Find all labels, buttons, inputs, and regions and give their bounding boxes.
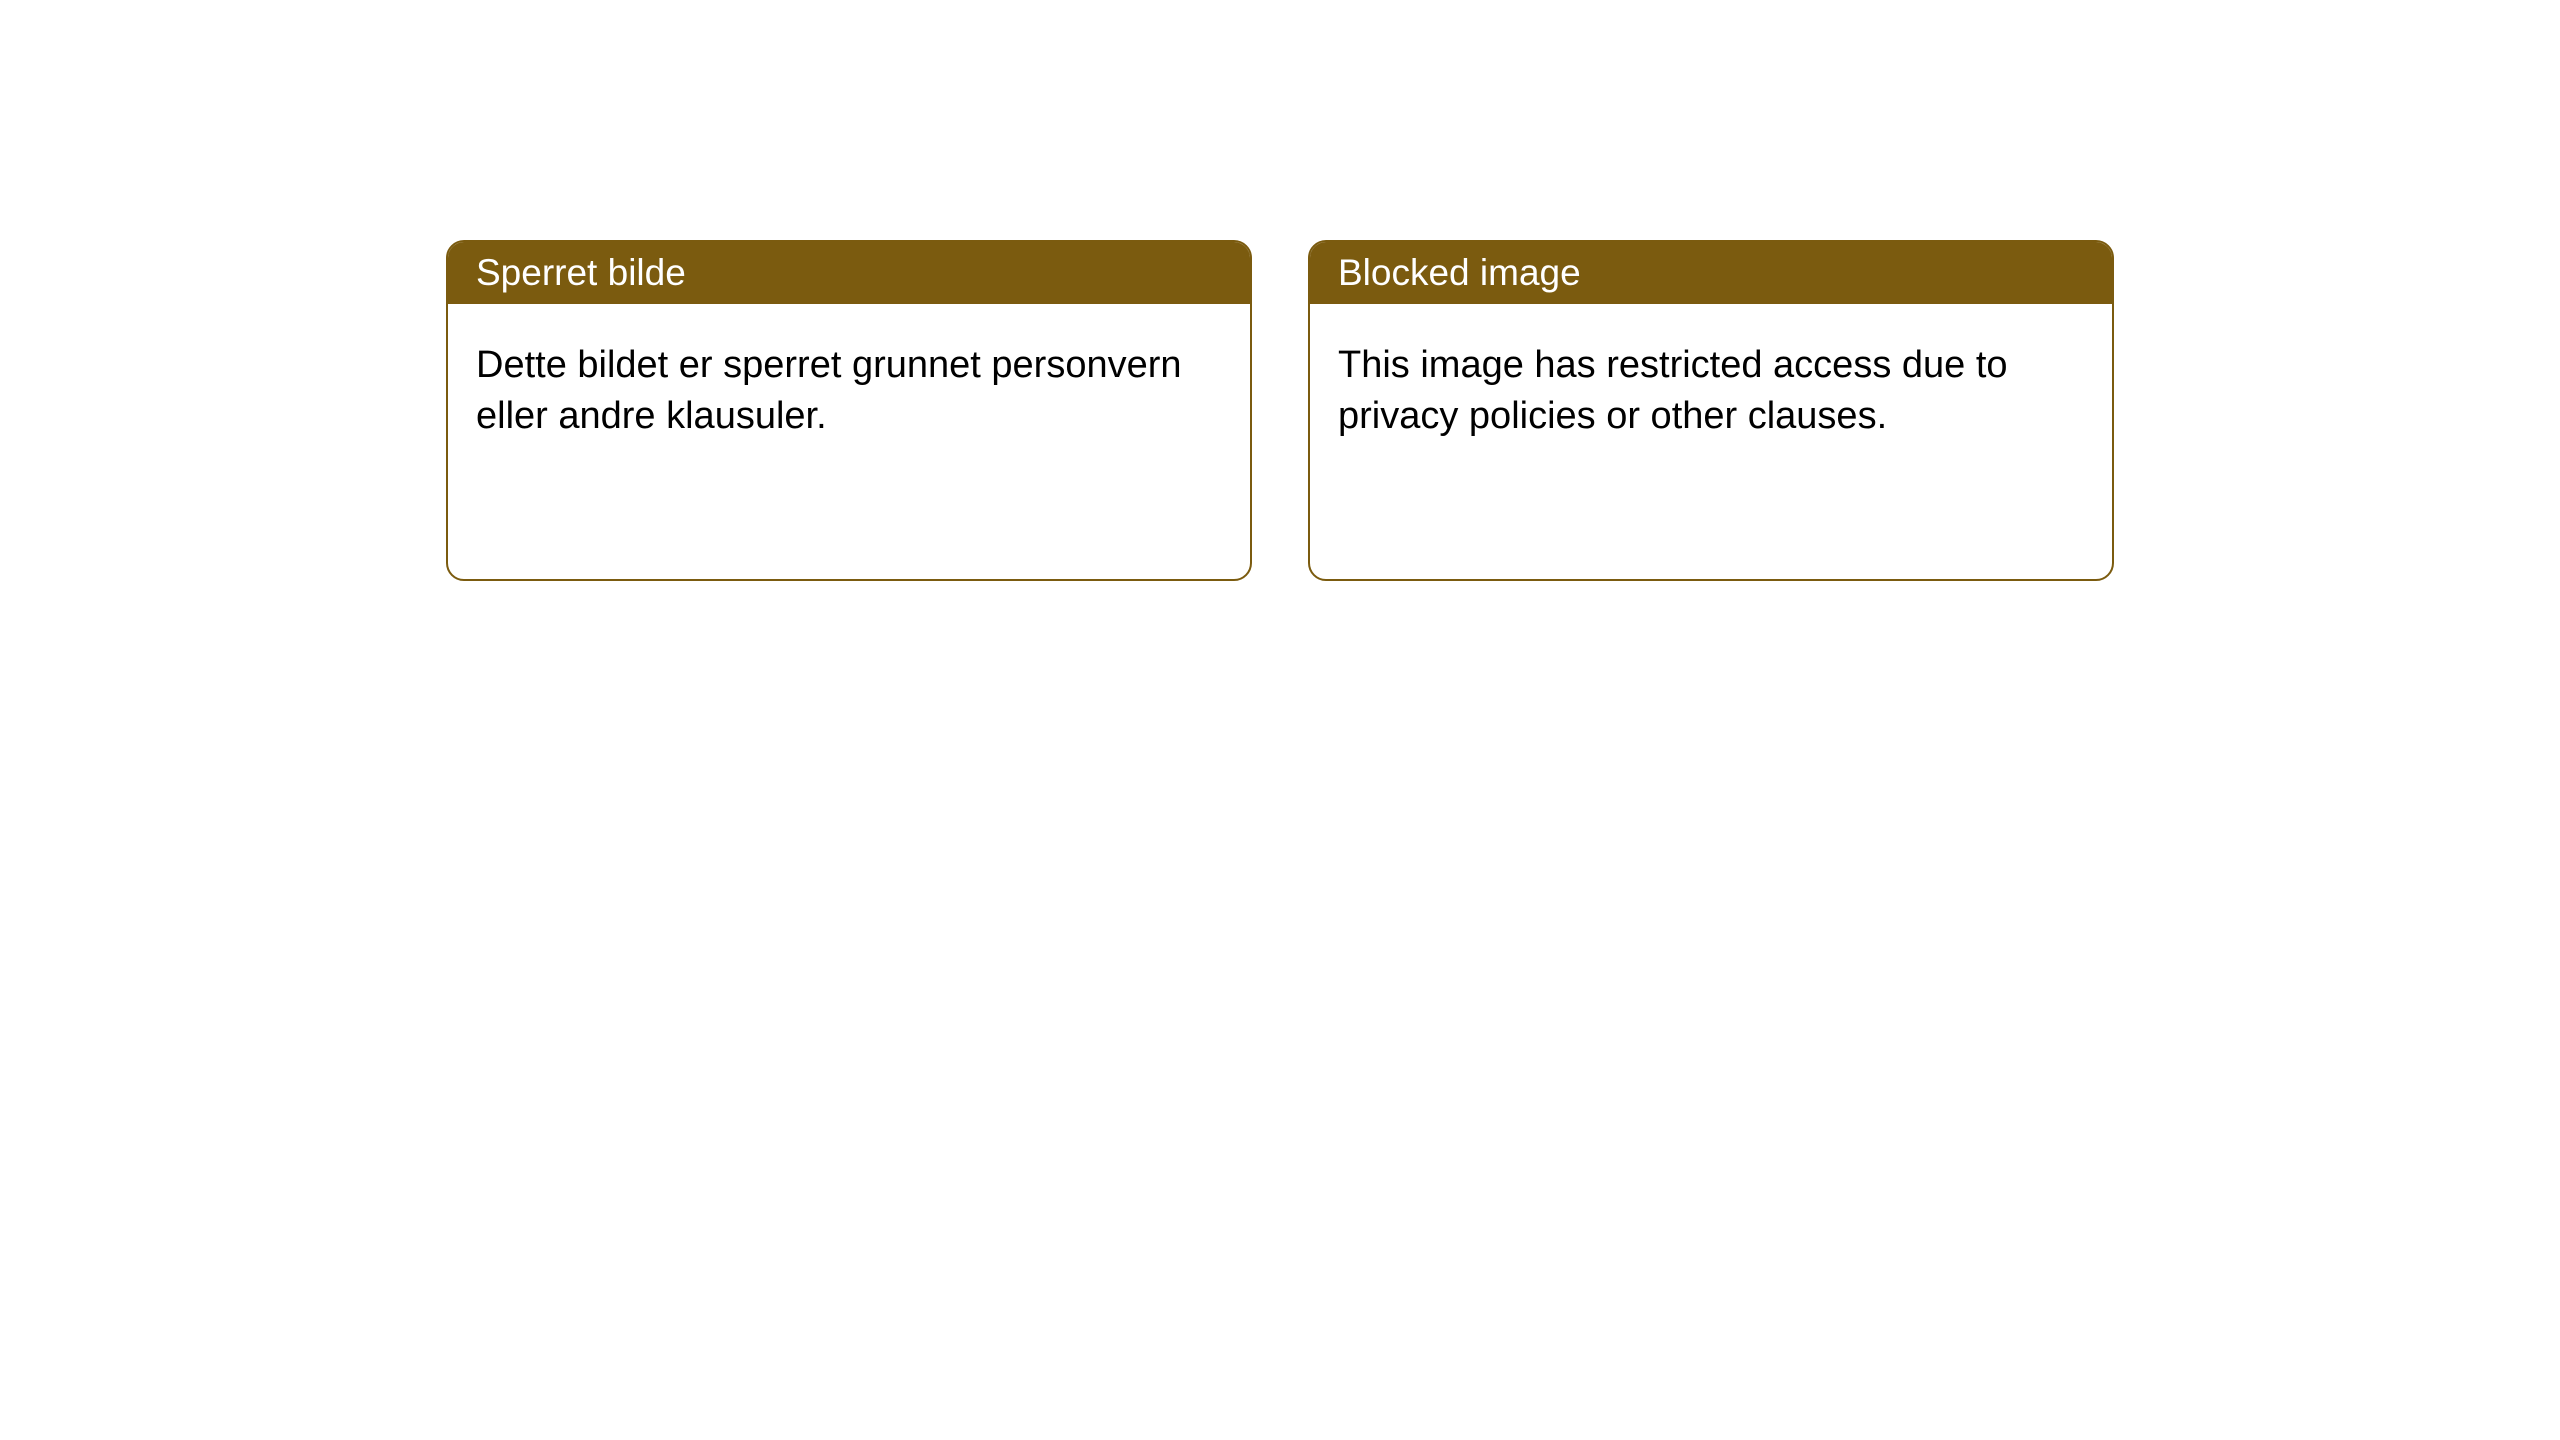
notice-header-en: Blocked image bbox=[1310, 242, 2112, 304]
notice-container: Sperret bilde Dette bildet er sperret gr… bbox=[446, 240, 2114, 581]
notice-card-en: Blocked image This image has restricted … bbox=[1308, 240, 2114, 581]
notice-header-no: Sperret bilde bbox=[448, 242, 1250, 304]
notice-text-en: This image has restricted access due to … bbox=[1338, 344, 2008, 437]
notice-title-no: Sperret bilde bbox=[476, 252, 686, 294]
notice-text-no: Dette bildet er sperret grunnet personve… bbox=[476, 344, 1182, 437]
notice-body-no: Dette bildet er sperret grunnet personve… bbox=[448, 304, 1250, 479]
notice-title-en: Blocked image bbox=[1338, 252, 1581, 294]
notice-body-en: This image has restricted access due to … bbox=[1310, 304, 2112, 479]
notice-card-no: Sperret bilde Dette bildet er sperret gr… bbox=[446, 240, 1252, 581]
